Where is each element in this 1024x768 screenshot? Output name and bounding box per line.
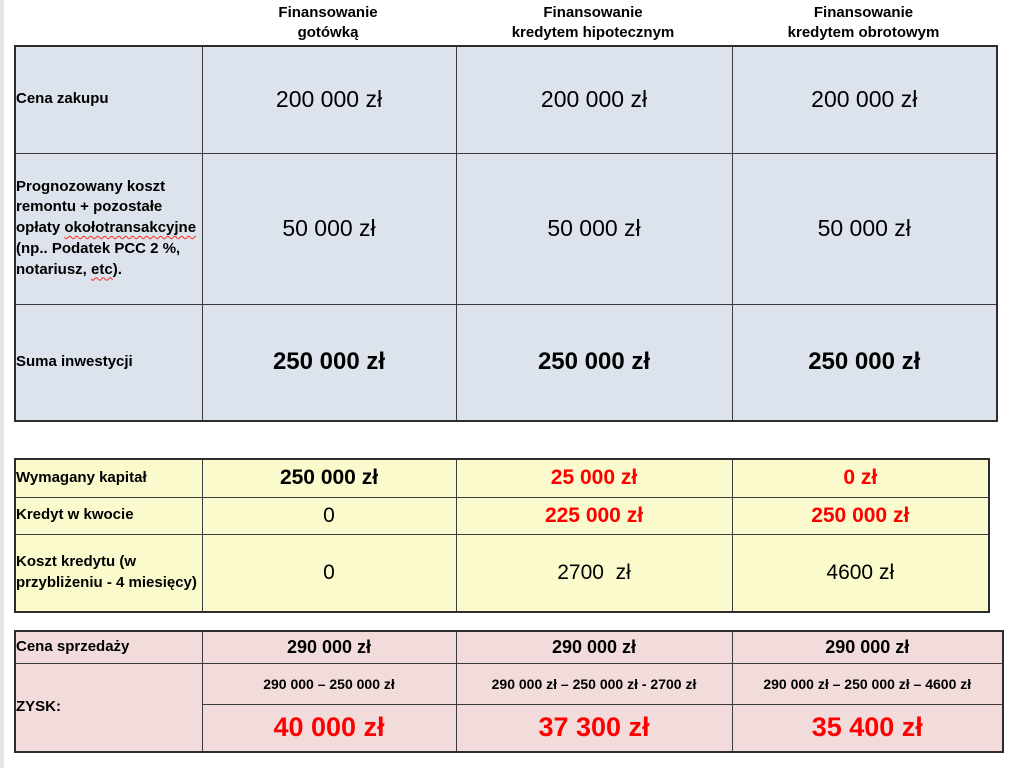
profit-cell: 37 300 zł bbox=[455, 703, 733, 753]
table-row-required-capital: Wymagany kapitał 250 000 zł 25 000 zł 0 … bbox=[14, 458, 990, 498]
row-label-loan-amount: Kredyt w kwocie bbox=[14, 496, 203, 535]
table-row-loan-cost: Koszt kredytu (w przybliżeniu - 4 miesię… bbox=[14, 533, 990, 613]
value-cell: 250 000 zł bbox=[455, 303, 733, 422]
table-row-purchase-price: Cena zakupu 200 000 zł 200 000 zł 200 00… bbox=[14, 45, 998, 154]
row-label-purchase-price: Cena zakupu bbox=[14, 45, 203, 154]
value-cell: 200 000 zł bbox=[455, 45, 733, 154]
value-cell-highlighted: 0 zł bbox=[731, 458, 990, 498]
table-sale-profit: Cena sprzedaży 290 000 zł 290 000 zł 290… bbox=[14, 630, 1004, 753]
value-cell: 290 000 zł bbox=[201, 630, 457, 664]
value-cell: 250 000 zł bbox=[201, 458, 457, 498]
value-cell: 50 000 zł bbox=[731, 152, 998, 305]
table-row-profit-formula: ZYSK: 290 000 – 250 000 zł 290 000 zł – … bbox=[14, 662, 1004, 753]
profit-cell: 35 400 zł bbox=[731, 703, 1004, 753]
table-row-investment-total: Suma inwestycji 250 000 zł 250 000 zł 25… bbox=[14, 303, 998, 422]
column-header-mortgage-loan: Finansowanie kredytem hipotecznym bbox=[511, 3, 675, 41]
value-cell: 200 000 zł bbox=[731, 45, 998, 154]
value-cell: 200 000 zł bbox=[201, 45, 457, 154]
label-text: ). bbox=[112, 260, 122, 278]
profit-cell: 40 000 zł bbox=[201, 703, 457, 753]
value-cell: 4600 zł bbox=[731, 533, 990, 613]
formula-cell: 290 000 zł – 250 000 zł – 4600 zł bbox=[731, 662, 1004, 705]
value-cell: 250 000 zł bbox=[731, 303, 998, 422]
value-cell: 0 bbox=[201, 533, 457, 613]
value-cell: 290 000 zł bbox=[731, 630, 1004, 664]
value-cell-highlighted: 225 000 zł bbox=[455, 496, 733, 535]
row-label-investment-total: Suma inwestycji bbox=[14, 303, 203, 422]
value-cell: 0 bbox=[201, 496, 457, 535]
row-label-loan-cost: Koszt kredytu (w przybliżeniu - 4 miesię… bbox=[14, 533, 203, 613]
formula-cell: 290 000 – 250 000 zł bbox=[201, 662, 457, 705]
value-cell: 2700 zł bbox=[455, 533, 733, 613]
page-left-edge bbox=[0, 0, 4, 768]
value-cell: 290 000 zł bbox=[455, 630, 733, 664]
label-text: (np.. Podatek PCC 2 %, notariusz, bbox=[16, 239, 181, 278]
formula-cell: 290 000 zł – 250 000 zł - 2700 zł bbox=[455, 662, 733, 705]
table-row-sale-price: Cena sprzedaży 290 000 zł 290 000 zł 290… bbox=[14, 630, 1004, 664]
table-row-renovation-costs: Prognozowany koszt remontu + pozostałe o… bbox=[14, 152, 998, 305]
row-label-profit: ZYSK: bbox=[14, 662, 203, 753]
label-text: Prognozowany koszt remontu + pozostałe o… bbox=[16, 177, 166, 237]
spellcheck-underline: etc bbox=[91, 260, 113, 278]
table-investment: Cena zakupu 200 000 zł 200 000 zł 200 00… bbox=[14, 45, 998, 422]
table-row-profit-amount: 40 000 zł 37 300 zł 35 400 zł bbox=[15, 703, 1004, 753]
column-header-working-capital-loan: Finansowanie kredytem obrotowym bbox=[787, 3, 940, 41]
value-cell: 50 000 zł bbox=[201, 152, 457, 305]
column-header-cash: Finansowanie gotówką bbox=[278, 3, 378, 41]
value-cell: 50 000 zł bbox=[455, 152, 733, 305]
value-cell: 250 000 zł bbox=[201, 303, 457, 422]
row-label-required-capital: Wymagany kapitał bbox=[14, 458, 203, 498]
value-cell-highlighted: 250 000 zł bbox=[731, 496, 990, 535]
table-row-loan-amount: Kredyt w kwocie 0 225 000 zł 250 000 zł bbox=[14, 496, 990, 535]
row-label-renovation-costs: Prognozowany koszt remontu + pozostałe o… bbox=[14, 152, 203, 305]
row-label-sale-price: Cena sprzedaży bbox=[14, 630, 203, 664]
table-financing: Wymagany kapitał 250 000 zł 25 000 zł 0 … bbox=[14, 458, 990, 613]
value-cell-highlighted: 25 000 zł bbox=[455, 458, 733, 498]
spellcheck-underline: okołotransakcyjne bbox=[64, 219, 197, 237]
